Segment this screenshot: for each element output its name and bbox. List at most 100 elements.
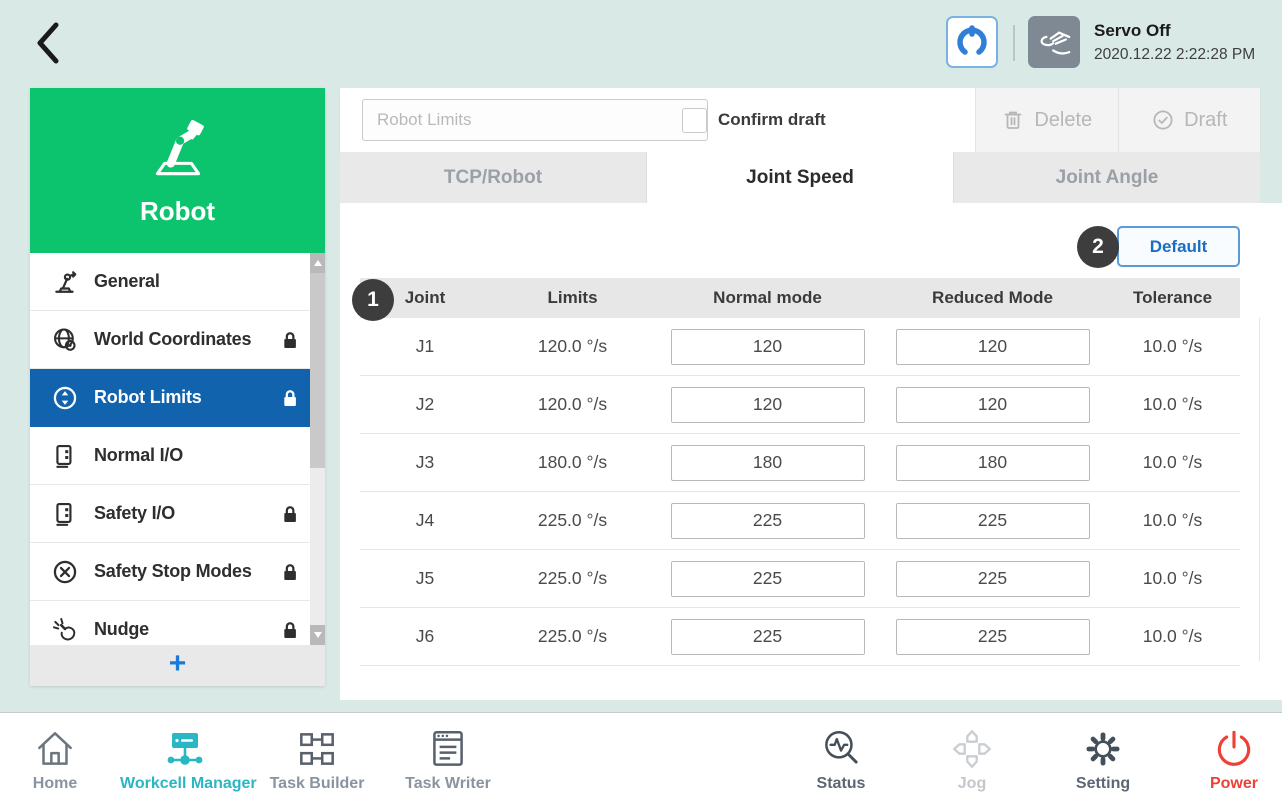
normal-mode-cell [655, 328, 880, 365]
sidebar-item-world-coordinates[interactable]: World Coordinates [30, 311, 325, 369]
sidebar-item-normal-io[interactable]: Normal I/O [30, 427, 325, 485]
jog-dpad-icon [907, 725, 1037, 773]
back-button[interactable] [32, 20, 72, 68]
gripper-icon [957, 25, 987, 55]
joint-speed-table: Joint Limits Normal mode Reduced Mode To… [360, 278, 1240, 666]
tab-joint-angle[interactable]: Joint Angle [954, 152, 1260, 203]
io-port-icon [52, 501, 78, 527]
joint-cell: J5 [415, 568, 435, 588]
normal-mode-cell [655, 560, 880, 597]
delete-button[interactable]: Delete [975, 88, 1118, 152]
nav-workcell-manager[interactable]: Workcell Manager [120, 725, 257, 793]
tolerance-cell: 10.0 °/s [1142, 510, 1203, 530]
status-icon [776, 725, 906, 773]
lock-icon [281, 388, 299, 408]
globe-icon [52, 327, 78, 353]
col-header-reduced-mode: Reduced Mode [932, 288, 1053, 307]
table-row: J5 225.0 °/s 10.0 °/s [360, 550, 1240, 608]
normal-mode-input[interactable] [670, 386, 865, 423]
power-icon [1169, 725, 1282, 773]
limits-cell: 225.0 °/s [537, 568, 608, 588]
limits-icon [52, 385, 78, 411]
lock-icon [281, 562, 299, 582]
gripper-tool-button[interactable] [946, 16, 998, 68]
toolbar-buttons: Delete Draft [975, 88, 1260, 152]
reduced-mode-cell [880, 444, 1105, 481]
joint-cell: J3 [415, 452, 435, 472]
add-workcell-item-button[interactable]: + [30, 645, 325, 686]
normal-mode-input[interactable] [670, 560, 865, 597]
draft-button-label: Draft [1184, 108, 1228, 131]
col-header-tolerance: Tolerance [1132, 288, 1213, 307]
item-toolbar: Confirm draft Delete Draft [340, 88, 1260, 152]
reduced-mode-input[interactable] [895, 386, 1090, 423]
table-header-row: Joint Limits Normal mode Reduced Mode To… [360, 278, 1240, 318]
io-port-icon [52, 443, 78, 469]
item-name-input[interactable] [362, 99, 708, 141]
normal-mode-input[interactable] [670, 444, 865, 481]
nudge-hand-icon [52, 617, 78, 643]
tolerance-cell: 10.0 °/s [1142, 568, 1203, 588]
normal-mode-input[interactable] [670, 502, 865, 539]
sidebar-item-label: World Coordinates [94, 329, 252, 349]
table-row: J3 180.0 °/s 10.0 °/s [360, 434, 1240, 492]
callout-badge-1: 1 [352, 279, 394, 321]
joint-cell: J2 [415, 394, 435, 414]
sidebar-item-robot-limits[interactable]: Robot Limits [30, 369, 325, 427]
confirm-draft-control[interactable]: Confirm draft [682, 88, 826, 152]
sidebar-scrollbar[interactable] [310, 253, 325, 645]
confirm-draft-checkbox[interactable] [682, 107, 707, 133]
nav-home[interactable]: Home [0, 725, 120, 793]
delete-button-label: Delete [1034, 108, 1093, 131]
tolerance-cell: 10.0 °/s [1142, 336, 1203, 356]
sidebar-item-safety-io[interactable]: Safety I/O [30, 485, 325, 543]
nav-status[interactable]: Status [776, 725, 906, 793]
sidebar-item-nudge[interactable]: Nudge [30, 601, 325, 645]
scrollbar-thumb[interactable] [310, 273, 325, 468]
normal-mode-input[interactable] [670, 328, 865, 365]
col-header-limits: Limits [547, 288, 598, 307]
nav-task-builder[interactable]: Task Builder [252, 725, 382, 793]
limits-cell: 120.0 °/s [537, 394, 608, 414]
limits-cell: 120.0 °/s [537, 336, 608, 356]
trash-icon [1004, 111, 1022, 129]
status-timestamp: 2020.12.22 2:22:28 PM [1094, 46, 1256, 63]
reduced-mode-cell [880, 618, 1105, 655]
table-row: J6 225.0 °/s 10.0 °/s [360, 608, 1240, 666]
reduced-mode-input[interactable] [895, 560, 1090, 597]
joint-cell: J1 [415, 336, 435, 356]
home-icon [0, 725, 120, 773]
nav-power[interactable]: Power [1169, 725, 1282, 793]
reduced-mode-input[interactable] [895, 618, 1090, 655]
lock-icon [281, 620, 299, 640]
normal-mode-input[interactable] [670, 618, 865, 655]
workcell-manager-icon [120, 725, 250, 773]
scroll-up-icon[interactable] [310, 253, 325, 273]
limits-cell: 180.0 °/s [537, 452, 608, 472]
lock-icon [281, 330, 299, 350]
reduced-mode-input[interactable] [895, 502, 1090, 539]
draft-button[interactable]: Draft [1117, 88, 1261, 152]
tolerance-cell: 10.0 °/s [1142, 394, 1203, 414]
reduced-mode-input[interactable] [895, 328, 1090, 365]
nav-task-writer[interactable]: Task Writer [383, 725, 513, 793]
hand-icon [1040, 31, 1071, 55]
sidebar-item-safety-stop-modes[interactable]: Safety Stop Modes [30, 543, 325, 601]
tab-joint-speed[interactable]: Joint Speed [647, 152, 954, 203]
table-row: J4 225.0 °/s 10.0 °/s [360, 492, 1240, 550]
tab-tcp-robot[interactable]: TCP/Robot [340, 152, 647, 203]
default-button[interactable]: Default [1117, 226, 1240, 267]
nav-jog[interactable]: Jog [907, 725, 1037, 793]
manual-mode-tile[interactable] [1028, 16, 1080, 68]
scroll-down-icon[interactable] [310, 625, 325, 645]
sidebar-item-general[interactable]: General [30, 253, 325, 311]
reduced-mode-cell [880, 328, 1105, 365]
sidebar-title: Robot [139, 196, 216, 226]
reduced-mode-input[interactable] [895, 444, 1090, 481]
limits-cell: 225.0 °/s [537, 626, 608, 646]
sidebar-menu: General World Coordinates [30, 253, 325, 645]
task-builder-icon [252, 725, 382, 773]
sidebar-robot-header[interactable]: Robot [30, 88, 325, 253]
nav-setting[interactable]: Setting [1038, 725, 1168, 793]
sidebar-item-label: Safety I/O [94, 503, 176, 523]
